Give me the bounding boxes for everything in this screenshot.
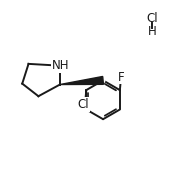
Text: Cl: Cl <box>147 13 158 25</box>
Text: H: H <box>148 25 157 38</box>
Polygon shape <box>60 76 104 84</box>
Text: NH: NH <box>52 59 69 72</box>
Text: F: F <box>118 71 125 84</box>
Text: Cl: Cl <box>78 98 89 111</box>
